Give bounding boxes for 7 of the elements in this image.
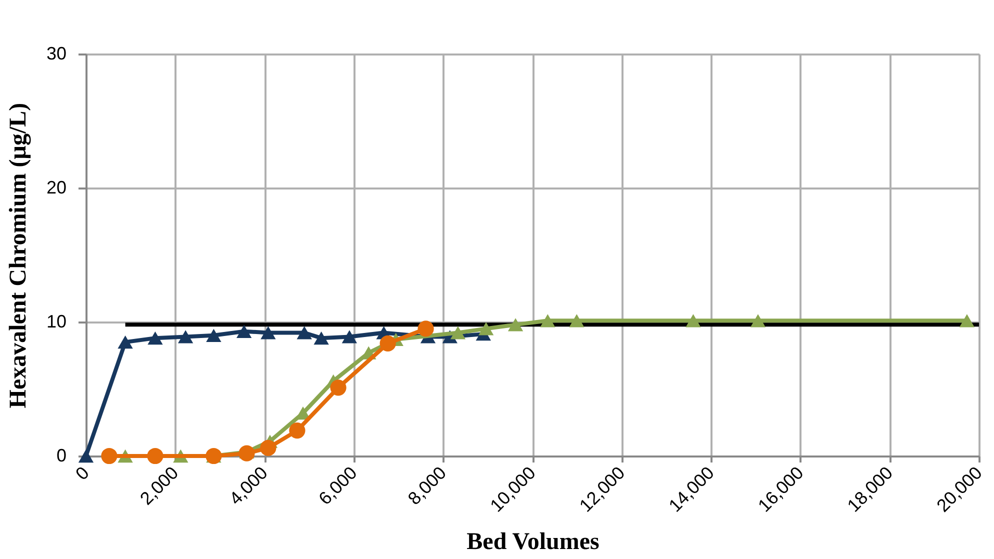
y-tick-label: 30: [46, 44, 66, 64]
x-tick-label: 0: [72, 462, 93, 484]
y-tick-label: 10: [46, 312, 66, 332]
y-tick-label: 20: [46, 178, 66, 198]
x-axis-title: Bed Volumes: [466, 528, 600, 555]
y-tick-label: 0: [56, 446, 66, 466]
y-axis-title: Hexavalent Chromium (µg/L): [5, 102, 32, 408]
